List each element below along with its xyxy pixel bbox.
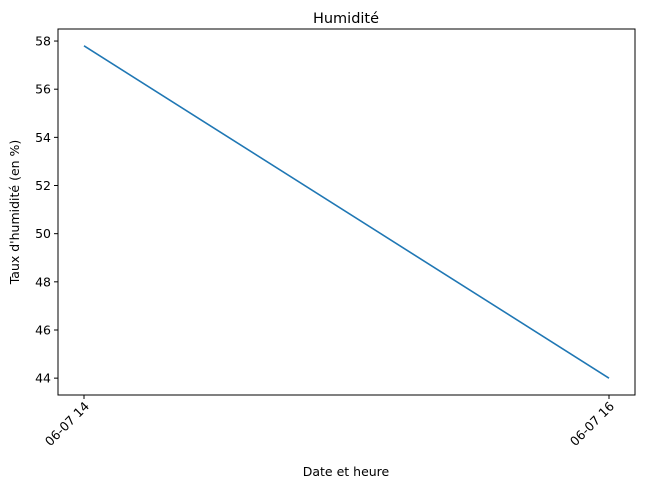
x-tick-label: 06-07 16 bbox=[567, 398, 617, 448]
y-tick-label: 48 bbox=[35, 274, 51, 289]
y-tick-label: 52 bbox=[35, 178, 51, 193]
y-axis: 44 46 48 50 52 54 56 58 bbox=[35, 34, 58, 386]
x-axis-label: Date et heure bbox=[303, 464, 390, 479]
y-tick-label: 58 bbox=[35, 34, 51, 49]
x-tick-label: 06-07 14 bbox=[42, 398, 92, 448]
series-line bbox=[83, 45, 610, 379]
y-tick-label: 46 bbox=[35, 322, 51, 337]
y-tick-label: 56 bbox=[35, 82, 51, 97]
plot-area bbox=[57, 28, 636, 396]
y-tick-label: 44 bbox=[35, 371, 51, 386]
x-axis: 06-07 14 06-07 16 bbox=[42, 395, 617, 449]
chart-title: Humidité bbox=[313, 11, 379, 27]
y-tick-label: 54 bbox=[35, 130, 51, 145]
series-group bbox=[83, 45, 610, 379]
y-tick-label: 50 bbox=[35, 226, 51, 241]
y-axis-label: Taux d'humidité (en %) bbox=[7, 140, 22, 286]
